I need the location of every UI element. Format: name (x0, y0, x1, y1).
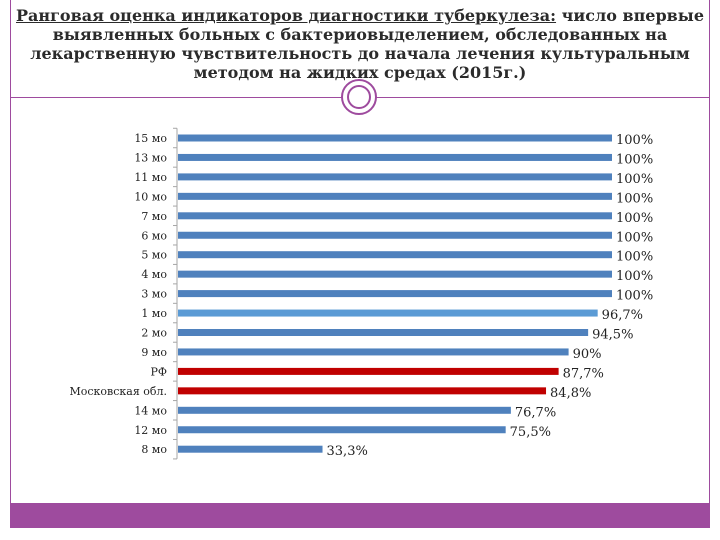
bar (178, 251, 612, 259)
category-label: 9 мо (141, 346, 167, 359)
bar (178, 134, 612, 142)
data-label: 100% (616, 152, 653, 167)
bar (178, 329, 589, 336)
category-label: 6 мо (141, 229, 167, 242)
category-label: 11 мо (134, 171, 167, 184)
bar (178, 153, 612, 161)
bar (178, 270, 612, 278)
data-label: 100% (616, 250, 653, 265)
data-label: 84,8% (550, 386, 591, 401)
category-label: 2 мо (141, 327, 167, 340)
category-label: Московская обл. (70, 385, 168, 398)
category-label: 3 мо (141, 288, 167, 301)
data-label: 100% (616, 191, 653, 206)
category-label: 4 мо (141, 268, 167, 281)
data-label: 96,7% (602, 308, 643, 323)
data-label: 87,7% (563, 366, 604, 381)
title-rest: число впервые выявленных больных с бакте… (30, 6, 704, 82)
circle-ornament (341, 79, 377, 115)
category-label: 10 мо (134, 190, 167, 203)
bar (178, 309, 598, 317)
slide-title: Ранговая оценка индикаторов диагностики … (0, 6, 720, 82)
title-underlined-part: Ранговая оценка индикаторов диагностики … (16, 6, 557, 25)
bar (178, 173, 612, 181)
category-label: 12 мо (134, 424, 167, 437)
category-label: 14 мо (134, 404, 167, 417)
category-label: 8 мо (141, 443, 167, 456)
bar (178, 406, 511, 414)
bar (178, 231, 612, 239)
category-label: 13 мо (134, 151, 167, 164)
data-label: 75,5% (510, 425, 551, 440)
bar (178, 387, 547, 395)
data-label: 100% (616, 230, 653, 245)
slide-frame (10, 0, 710, 528)
category-label: РФ (150, 365, 167, 378)
bar (178, 445, 323, 453)
data-label: 100% (616, 289, 653, 304)
data-label: 33,3% (327, 444, 368, 459)
bar (178, 290, 612, 298)
circle-ornament-inner (347, 85, 371, 109)
category-label: 15 мо (134, 132, 167, 145)
bar (178, 426, 506, 434)
data-label: 100% (616, 211, 653, 226)
category-label: 5 мо (141, 249, 167, 262)
bar (178, 367, 559, 375)
data-label: 90% (573, 347, 602, 362)
category-label: 7 мо (141, 210, 167, 223)
data-label: 100% (616, 133, 653, 148)
footer-bar (10, 503, 710, 528)
category-label: 1 мо (141, 307, 167, 320)
bar (178, 192, 612, 200)
data-label: 100% (616, 172, 653, 187)
data-label: 100% (616, 269, 653, 284)
bar (178, 348, 569, 356)
data-label: 76,7% (515, 405, 556, 420)
bar (178, 212, 612, 220)
data-label: 94,5% (592, 328, 633, 343)
